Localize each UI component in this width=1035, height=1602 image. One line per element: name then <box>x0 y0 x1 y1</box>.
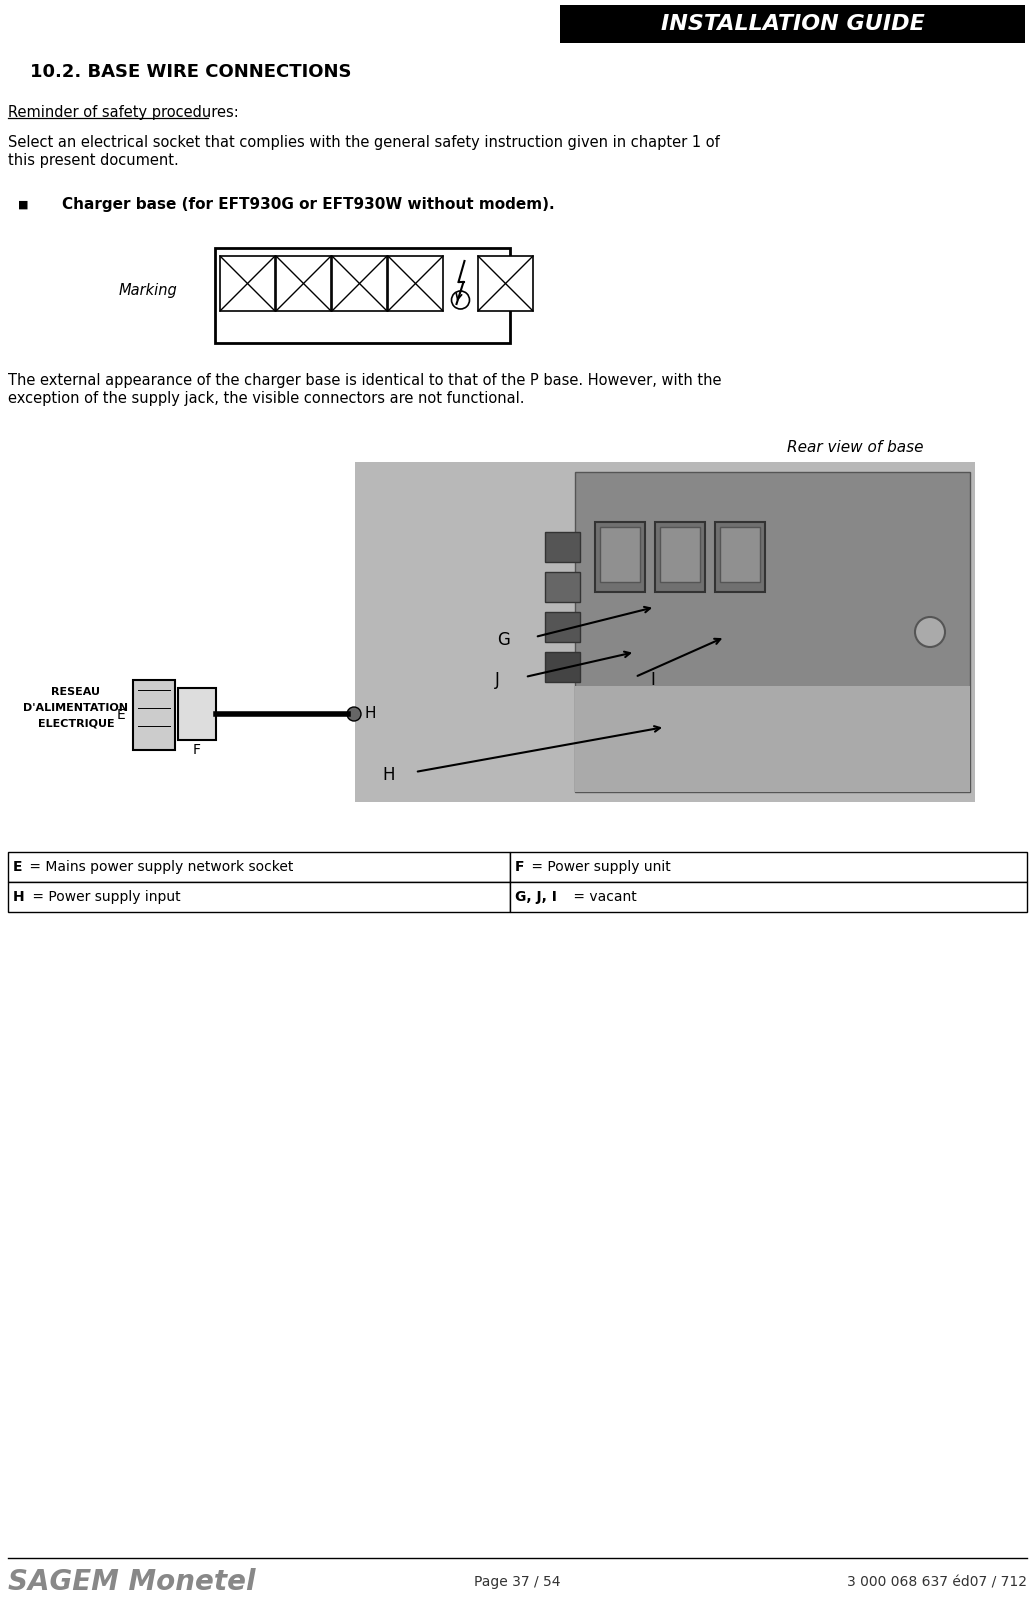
Text: The external appearance of the charger base is identical to that of the P base. : The external appearance of the charger b… <box>8 373 721 388</box>
Bar <box>332 256 387 311</box>
Text: Reminder of safety procedures:: Reminder of safety procedures: <box>8 104 239 120</box>
Bar <box>545 532 580 562</box>
Circle shape <box>347 706 361 721</box>
Text: G: G <box>497 631 510 649</box>
Bar <box>600 527 640 582</box>
Text: H: H <box>13 891 25 904</box>
Text: Page 37 / 54: Page 37 / 54 <box>474 1575 560 1589</box>
Text: SAGEM Monetel: SAGEM Monetel <box>8 1568 256 1596</box>
Text: ELECTRIQUE: ELECTRIQUE <box>37 719 114 729</box>
Bar <box>660 527 700 582</box>
Text: this present document.: this present document. <box>8 154 179 168</box>
Bar <box>355 461 975 803</box>
Bar <box>595 522 645 593</box>
Bar <box>8 883 510 912</box>
Bar <box>545 572 580 602</box>
Bar <box>510 883 1027 912</box>
Text: G, J, I: G, J, I <box>515 891 557 904</box>
Text: F: F <box>193 743 201 758</box>
Text: D'ALIMENTATION: D'ALIMENTATION <box>24 703 128 713</box>
Bar <box>715 522 765 593</box>
Bar <box>510 852 1027 883</box>
Text: J: J <box>495 671 500 689</box>
Bar <box>215 248 510 343</box>
Text: E: E <box>116 708 125 723</box>
Text: 10.2. BASE WIRE CONNECTIONS: 10.2. BASE WIRE CONNECTIONS <box>30 62 352 82</box>
Bar <box>575 686 970 791</box>
Text: Rear view of base: Rear view of base <box>787 441 923 455</box>
Bar <box>720 527 760 582</box>
Text: 3 000 068 637 éd07 / 712: 3 000 068 637 éd07 / 712 <box>847 1575 1027 1589</box>
Bar <box>8 852 510 883</box>
Bar <box>575 473 970 791</box>
Bar <box>134 679 175 750</box>
Text: I: I <box>650 671 655 689</box>
Text: = Power supply unit: = Power supply unit <box>527 860 671 875</box>
Bar <box>545 652 580 682</box>
Bar <box>560 5 1025 43</box>
Bar <box>276 256 331 311</box>
Text: exception of the supply jack, the visible connectors are not functional.: exception of the supply jack, the visibl… <box>8 391 525 405</box>
Text: H: H <box>383 766 395 783</box>
Bar <box>655 522 705 593</box>
Bar <box>178 687 216 740</box>
Text: E: E <box>13 860 23 875</box>
Text: INSTALLATION GUIDE: INSTALLATION GUIDE <box>660 14 924 34</box>
Text: F: F <box>515 860 525 875</box>
Text: ■: ■ <box>18 200 29 210</box>
Text: = Power supply input: = Power supply input <box>28 891 181 904</box>
Text: = vacant: = vacant <box>569 891 637 904</box>
Text: Marking: Marking <box>119 282 177 298</box>
Text: RESEAU: RESEAU <box>52 687 100 697</box>
Text: Select an electrical socket that complies with the general safety instruction gi: Select an electrical socket that complie… <box>8 136 719 151</box>
Circle shape <box>915 617 945 647</box>
Bar <box>220 256 275 311</box>
Bar <box>545 612 580 642</box>
Text: H: H <box>365 706 377 721</box>
Bar <box>388 256 443 311</box>
Text: = Mains power supply network socket: = Mains power supply network socket <box>25 860 294 875</box>
Bar <box>478 256 533 311</box>
Text: Charger base (for EFT930G or EFT930W without modem).: Charger base (for EFT930G or EFT930W wit… <box>62 197 555 213</box>
